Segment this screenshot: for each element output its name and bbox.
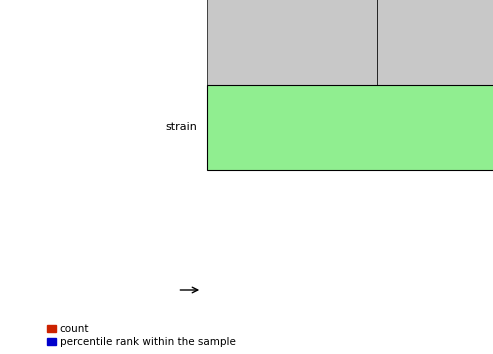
Bar [207,85,493,170]
Bar [207,0,377,85]
Bar [377,0,493,85]
Legend: count, percentile rank within the sample: count, percentile rank within the sample [47,324,236,347]
Text: strain: strain [165,122,197,132]
